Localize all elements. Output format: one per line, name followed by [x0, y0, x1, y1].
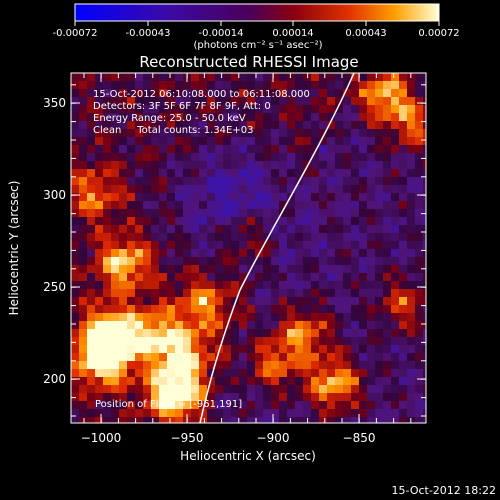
energy-range-text: Energy Range: 25.0 - 50.0 keV	[93, 113, 246, 124]
detectors-text: Detectors: 3F 5F 6F 7F 8F 9F, Att: 0	[93, 101, 271, 112]
clean-text: Clean Total counts: 1.34E+03	[93, 125, 253, 136]
x-tick-label: −1000	[81, 431, 122, 445]
y-tick-label: 300	[43, 188, 66, 202]
solar-limb	[199, 73, 355, 423]
plot-title: Reconstructed RHESSI Image	[139, 53, 358, 71]
x-axis-label: Heliocentric X (arcsec)	[180, 449, 316, 463]
x-tick-label: −900	[257, 431, 290, 445]
y-tick-label: 200	[43, 372, 66, 386]
colorbar-tick: 0.00014	[272, 28, 313, 39]
y-tick-label: 350	[43, 96, 66, 110]
colorbar-tick: -0.00043	[126, 28, 171, 39]
colorbar-tick: -0.00014	[199, 28, 244, 39]
colorbar-units: (photons cm⁻² s⁻¹ asec⁻²)	[193, 40, 322, 51]
footer-date: 15-Oct-2012 18:22	[392, 484, 496, 497]
y-axis-label: Heliocentric Y (arcsec)	[7, 181, 21, 316]
x-tick-label: −950	[171, 431, 204, 445]
image-annotations: 15-Oct-2012 06:10:08.000 to 06:11:08.000…	[93, 89, 310, 410]
colorbar-tick: -0.00072	[53, 28, 98, 39]
colorbar-gradient	[74, 3, 440, 22]
rhessi-image-pixels	[71, 73, 426, 423]
colorbar: -0.00072 -0.00043 -0.00014 0.00014 0.000…	[53, 3, 460, 51]
image-area	[71, 73, 426, 423]
flare-position-text: Position of Flare = [-961,191]	[95, 399, 242, 410]
colorbar-tick: 0.00072	[418, 28, 459, 39]
time-range-text: 15-Oct-2012 06:10:08.000 to 06:11:08.000	[93, 89, 310, 100]
colorbar-tick: 0.00043	[345, 28, 386, 39]
y-tick-label: 250	[43, 280, 66, 294]
x-tick-label: −850	[343, 431, 376, 445]
